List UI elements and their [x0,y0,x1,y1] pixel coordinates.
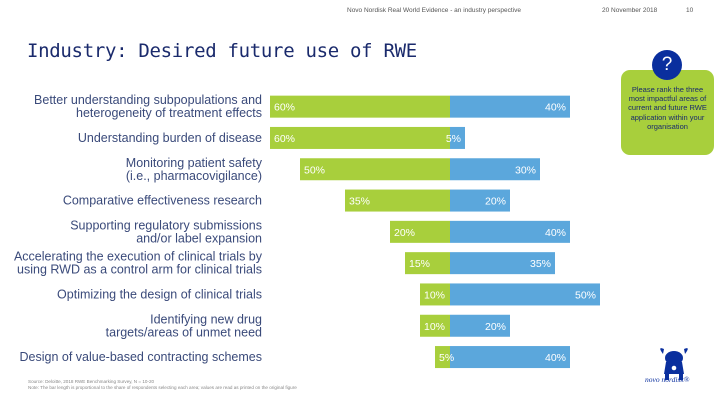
value-label-right-2: 30% [515,164,536,176]
bar-right-1 [450,126,465,149]
bar-left-6 [420,283,450,306]
diverging-bar-chart: 60% 40% Better understanding subpopulation… [14,93,600,369]
bar-right-7 [450,314,510,337]
bar-right-6 [450,283,600,306]
bar-left-2 [300,158,450,181]
header-document-title: Novo Nordisk Real World Evidence - an in… [347,7,522,14]
footnote-note: Note: The bar length is proportional to … [28,385,297,390]
value-label-left-0: 60% [274,102,295,114]
category-label-0-1: heterogeneity of treatment effects [76,106,262,120]
bar-left-8 [435,346,450,369]
slide-title: Industry: Desired future use of RWE [27,40,417,62]
bar-right-4 [450,220,570,243]
category-label-1-0: Understanding burden of disease [78,131,262,145]
value-label-right-7: 20% [485,321,506,333]
bar-right-0 [450,95,570,118]
question-mark-icon: ? [652,50,682,80]
value-label-right-6: 50% [575,289,596,301]
callout-text: Please rank the three most impactful are… [628,85,707,131]
value-label-left-7: 10% [424,321,445,333]
category-label-8-0: Design of value-based contracting scheme… [20,350,263,364]
callout-box: Please rank the three most impactful are… [621,70,714,155]
value-label-left-3: 35% [349,196,370,208]
value-label-right-3: 20% [485,196,506,208]
value-label-left-6: 10% [424,289,445,301]
bar-left-1 [270,126,450,149]
bar-left-4 [390,220,450,243]
value-label-right-0: 40% [545,102,566,114]
bar-left-0 [270,95,450,118]
category-label-4-0: Supporting regulatory submissions [70,218,262,232]
value-label-right-1: 5% [446,133,461,145]
bar-right-5 [450,252,555,275]
logo-text: novo nordisk [645,375,684,384]
header-date: 20 November 2018 [602,7,658,14]
logo-registered-mark: ® [683,375,690,384]
category-label-2-1: (i.e., pharmacovigilance) [126,169,262,183]
category-label-6-0: Optimizing the design of clinical trials [57,287,262,301]
value-label-left-2: 50% [304,164,325,176]
novo-nordisk-apis-bull-logo-icon [660,348,688,380]
category-label-0-0: Better understanding subpopulations and [34,93,262,107]
bar-left-3 [345,189,450,212]
category-label-5-1: using RWD as a control arm for clinical … [17,263,262,277]
category-label-5-0: Accelerating the execution of clinical t… [14,250,263,264]
category-label-7-0: Identifying new drug [150,312,262,326]
value-label-right-5: 35% [530,258,551,270]
value-label-left-5: 15% [409,258,430,270]
bar-right-2 [450,158,540,181]
value-label-left-4: 20% [394,227,415,239]
value-label-left-1: 60% [274,133,295,145]
footnote: Source: Deloitte, 2018 RWE Benchmarking … [28,379,428,391]
category-label-4-1: and/or label expansion [136,231,262,245]
footnote-source: Source: Deloitte, 2018 RWE Benchmarking … [28,379,155,384]
header-page-number: 10 [686,7,694,14]
category-label-3-0: Comparative effectiveness research [63,194,262,208]
value-label-right-8: 40% [545,352,566,364]
logo-wordmark: novo nordisk® [645,375,689,384]
bar-left-5 [405,252,450,275]
value-label-left-8: 5% [439,352,454,364]
bar-right-3 [450,189,510,212]
bar-left-7 [420,314,450,337]
category-label-2-0: Monitoring patient safety [126,156,263,170]
category-label-7-1: targets/areas of unmet need [106,325,262,339]
value-label-right-4: 40% [545,227,566,239]
bar-right-8 [450,346,570,369]
